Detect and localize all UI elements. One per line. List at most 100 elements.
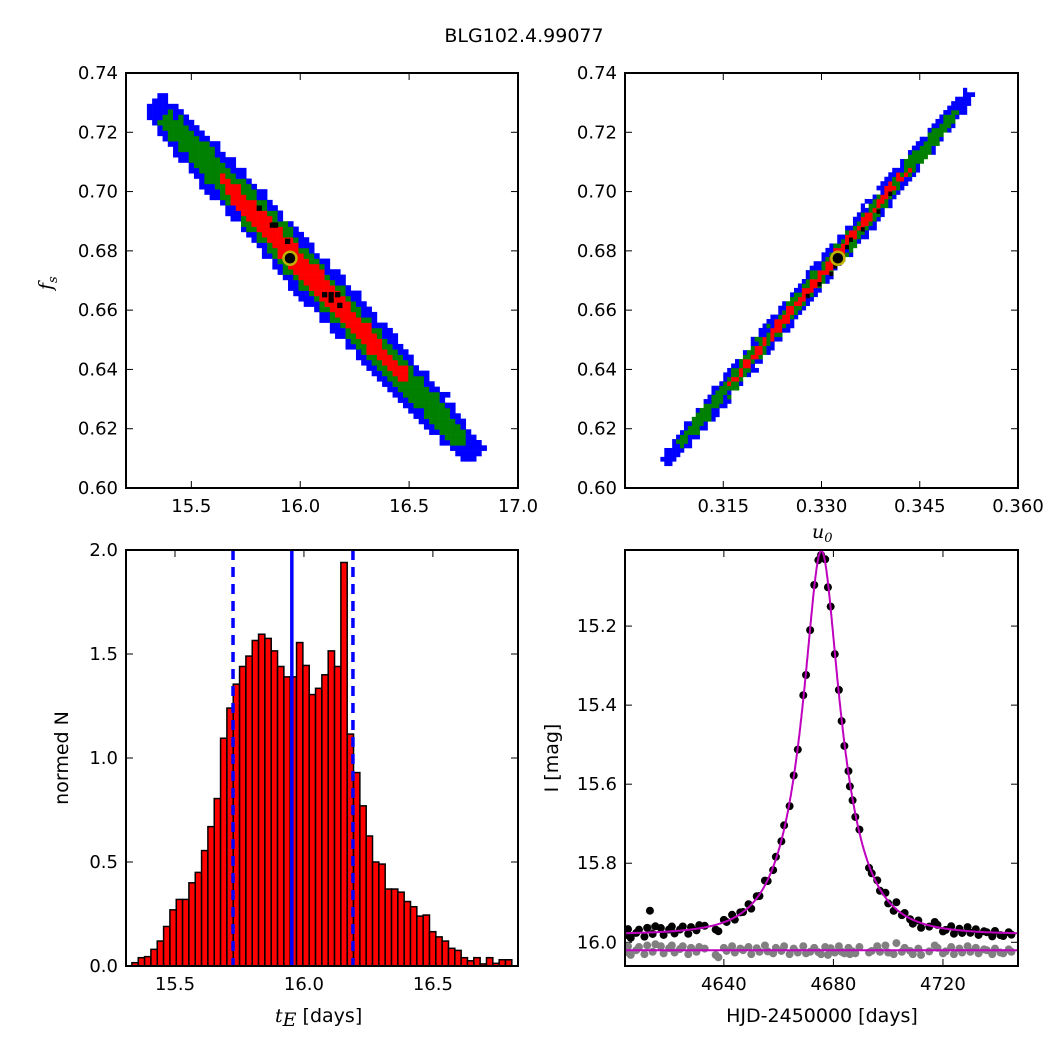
density-cell	[450, 402, 456, 409]
density-cell	[162, 130, 169, 137]
density-cell	[235, 194, 242, 201]
density-cell	[931, 145, 936, 151]
density-cell	[766, 350, 771, 355]
density-cell	[261, 215, 268, 222]
density-cell	[355, 327, 362, 334]
density-cell	[876, 216, 881, 222]
histogram-bar	[257, 633, 266, 966]
density-cell	[935, 123, 940, 129]
density-cell	[178, 135, 184, 142]
y-tick-label: 2.0	[89, 540, 118, 561]
density-cell	[413, 407, 419, 414]
density-cell	[754, 354, 759, 360]
density-cell	[209, 146, 216, 153]
density-cell	[786, 314, 791, 320]
density-cell	[935, 127, 940, 133]
density-cell	[162, 103, 169, 110]
density-cell	[750, 336, 755, 342]
density-cell	[408, 354, 414, 361]
normed-n-axis-label: normed N	[51, 711, 73, 805]
density-cell	[817, 265, 822, 271]
density-cell	[735, 367, 740, 373]
density-cell	[786, 319, 791, 324]
density-cell	[230, 199, 237, 206]
density-cell	[193, 167, 200, 174]
density-cell	[225, 167, 231, 174]
density-cell	[261, 231, 268, 238]
density-cell	[335, 327, 341, 334]
density-cell	[923, 136, 928, 142]
density-cell	[947, 105, 952, 111]
density-cell	[939, 127, 944, 133]
axes-frame-0: 15.5 16.0 16.5 17.0 0.60 0.62 0.64 0.66 0.68 0.70…	[78, 63, 538, 517]
density-cell	[308, 295, 315, 302]
density-cell	[167, 130, 174, 137]
density-cell	[183, 141, 190, 147]
density-cell	[465, 429, 472, 435]
histogram-bar	[207, 825, 215, 966]
density-cell	[790, 323, 795, 329]
residual-point	[747, 950, 756, 959]
density-cell	[723, 376, 728, 382]
density-cell	[199, 162, 205, 169]
density-cell	[715, 390, 720, 395]
photometry-point	[917, 923, 926, 932]
density-cell	[959, 110, 964, 115]
density-cell	[683, 434, 689, 440]
density-cell	[699, 416, 704, 422]
density-cell	[403, 381, 409, 387]
density-cell	[460, 423, 467, 430]
density-cell	[723, 390, 728, 395]
peak-density-cell	[256, 205, 262, 211]
y-tick-label: 15.4	[577, 695, 617, 716]
density-cell	[766, 332, 771, 338]
peak-density-cell	[845, 244, 850, 250]
histogram-bar	[447, 947, 456, 966]
density-cell	[193, 125, 200, 131]
histogram-bar	[365, 835, 374, 966]
density-cell	[382, 322, 388, 329]
density-cell	[403, 354, 409, 361]
density-cell	[256, 221, 263, 227]
density-cell	[884, 185, 889, 191]
density-cell	[277, 242, 284, 249]
density-cell	[959, 101, 964, 106]
histogram-bar	[238, 665, 247, 966]
density-cell	[319, 263, 325, 270]
density-cell	[896, 181, 901, 186]
density-cell	[193, 173, 200, 179]
density-cell	[167, 114, 174, 121]
density-cell	[188, 135, 195, 142]
density-cell	[204, 183, 210, 190]
density-cell	[766, 336, 771, 342]
density-cell	[915, 141, 921, 146]
density-cell	[355, 333, 362, 339]
histogram-bar	[169, 909, 178, 966]
density-cell	[361, 349, 367, 355]
density-cell	[465, 434, 472, 441]
density-cell	[235, 210, 242, 217]
density-cell	[319, 311, 325, 318]
density-cell	[303, 279, 310, 286]
density-cell	[387, 381, 393, 387]
density-cell	[355, 354, 362, 361]
density-cell	[439, 391, 446, 398]
density-cell	[157, 114, 163, 121]
density-cell	[911, 163, 917, 169]
density-cell	[408, 375, 414, 382]
residual-point	[667, 941, 676, 950]
density-cell	[183, 135, 190, 142]
density-cell	[434, 423, 440, 430]
density-cell	[157, 109, 163, 115]
density-cell	[225, 183, 231, 190]
density-cell	[314, 274, 320, 281]
density-cell	[476, 450, 482, 457]
density-cell	[774, 323, 779, 329]
density-cell	[762, 350, 767, 355]
density-cell	[907, 154, 913, 160]
density-cell	[335, 333, 341, 339]
density-cell	[199, 157, 205, 163]
density-cell	[762, 332, 767, 338]
density-cell	[235, 173, 242, 179]
density-cell	[408, 402, 414, 409]
